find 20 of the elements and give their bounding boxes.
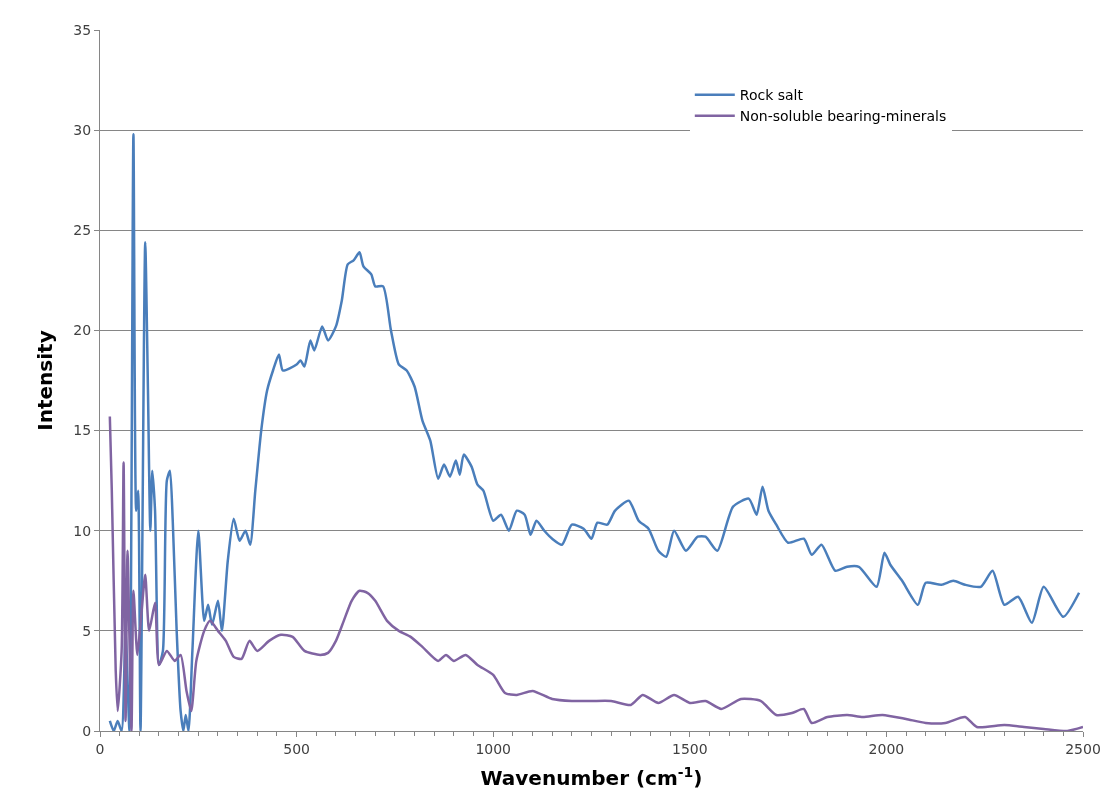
y-tick-label: 30 [73, 122, 92, 139]
y-tick-label: 10 [73, 522, 92, 539]
y-tick-label: 0 [82, 722, 92, 739]
x-tick-label: 2500 [1065, 740, 1101, 757]
y-tick-label: 5 [82, 622, 92, 639]
y-tick-label: 25 [73, 222, 92, 239]
y-tick-label: 35 [73, 21, 92, 38]
legend-label: Rock salt [739, 87, 804, 104]
y-tick-label: 15 [73, 422, 92, 439]
line-series [108, 415, 1083, 731]
x-tick-label: 500 [283, 740, 310, 757]
legend-label: Non-soluble bearing-minerals [739, 108, 947, 125]
x-tick-label: 0 [95, 740, 105, 757]
x-axis-title: Wavenumber (cm$^{-1}$) [480, 763, 703, 791]
y-tick-label: 20 [73, 322, 92, 339]
x-tick-label: 1500 [671, 740, 708, 757]
y-axis-title: Intensity [32, 330, 57, 431]
x-tick-label: 1000 [475, 740, 512, 757]
x-tick-label: 2000 [868, 740, 905, 757]
line-series [108, 132, 1081, 731]
